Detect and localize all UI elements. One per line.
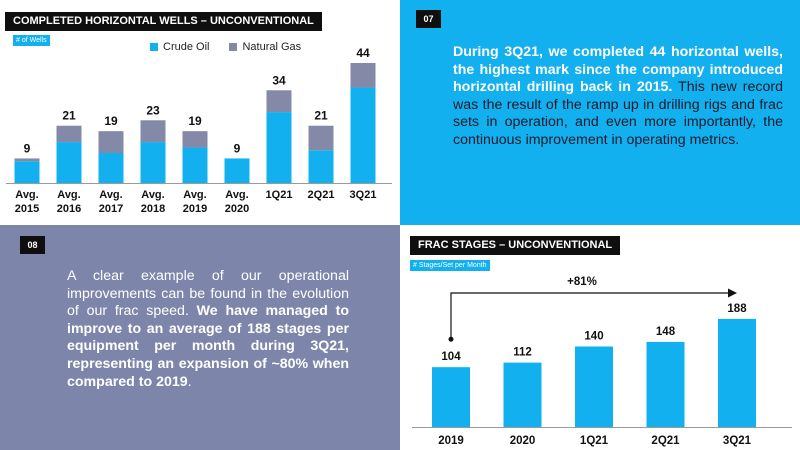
note-07-normal-text: This new record was the result of the ra… [453,79,783,148]
growth-arrow-line [450,292,729,340]
growth-label: +81% [567,276,597,288]
growth-arrow-head [728,288,737,298]
frac-bar [646,341,685,427]
wells-chart-title: COMPLETED HORIZONTAL WELLS – UNCONVENTIO… [5,12,322,31]
frac-chart: 104 2019 112 2020 140 1Q21 148 2Q21 188 3Q21 +81% [412,276,792,447]
legend-item-gas: Natural Gas [229,41,301,53]
note-08-bold-text: We have managed to improve to an average… [67,303,349,390]
wells-bar-gas [266,90,292,113]
wells-bar-gas [14,158,40,162]
frac-category-label: 1Q21 [580,435,609,447]
note-08-badge: 08 [20,236,45,254]
wells-legend: Crude Oil Natural Gas [150,41,321,53]
wells-bar-crude [182,147,208,183]
frac-category-label: 2Q21 [651,435,680,447]
legend-label-gas: Natural Gas [242,41,302,53]
note-08-text: A clear example of our operational impro… [67,268,349,391]
wells-total-label: 34 [272,73,286,87]
wells-bar-crude [308,150,334,183]
wells-bar-gas [350,63,376,88]
note-07-badge: 07 [416,10,441,28]
wells-bar-crude [224,158,250,183]
note-07-bold-text: During 3Q21, we completed 44 horizontal … [453,44,783,96]
wells-total-label: 19 [188,114,202,128]
wells-bar-gas [98,131,124,153]
wells-bar-gas [56,125,82,143]
wells-bar-gas [140,120,166,143]
legend-swatch-crude [150,43,158,51]
frac-category-label: 2020 [510,435,536,447]
note-07-panel: 07 During 3Q21, we completed 44 horizont… [400,0,800,225]
frac-value-label: 112 [513,347,532,359]
wells-total-label: 21 [62,109,76,123]
frac-category-label: 3Q21 [723,435,752,447]
legend-swatch-gas [229,43,238,51]
frac-bar [575,346,613,427]
legend-item-crude: Crude Oil [150,41,209,53]
wells-category-label: 1Q21 [266,189,293,201]
wells-bar-gas [182,131,208,148]
wells-bar-crude [266,112,292,183]
wells-total-label: 9 [234,141,241,155]
frac-value-label: 188 [727,303,747,315]
frac-value-label: 104 [441,351,461,363]
note-08-panel: 08 A clear example of our operational im… [0,225,400,450]
frac-value-label: 140 [584,331,603,343]
wells-bar-crude [14,161,40,183]
wells-bar-crude [350,87,376,183]
wells-chart: 9 Avg. 2015 21 Avg. 2016 19 Avg. 2017 23 Avg. 2018 1… [6,46,392,215]
frac-bar [432,367,470,427]
wells-category-label: Avg. 2015 [15,189,39,215]
wells-bar-crude [56,142,82,183]
frac-value-label: 148 [656,326,676,338]
wells-category-label: Avg. 2018 [141,189,165,215]
legend-label-crude: Crude Oil [163,41,210,53]
wells-total-label: 19 [104,114,118,128]
wells-bar-crude [98,153,124,183]
wells-total-label: 44 [356,46,370,60]
wells-category-label: Avg. 2017 [99,189,123,215]
frac-panel: FRAC STAGES – UNCONVENTIONAL # Stages/Se… [400,225,800,450]
wells-unit-label: # of Wells [13,35,50,46]
wells-total-label: 23 [146,103,160,117]
wells-category-label: Avg. 2020 [225,189,249,215]
note-07-text: During 3Q21, we completed 44 horizontal … [453,44,783,150]
frac-chart-title: FRAC STAGES – UNCONVENTIONAL [410,236,621,255]
frac-unit-label: # Stages/Set per Month [410,260,490,271]
wells-category-label: Avg. 2016 [57,189,81,215]
wells-total-label: 21 [314,109,328,123]
wells-total-label: 9 [24,141,31,155]
frac-bar [503,362,542,427]
growth-arrow-start-dot [448,336,454,342]
wells-bar-gas [308,125,334,151]
wells-category-label: 3Q21 [350,189,377,201]
frac-bar [718,318,756,427]
frac-category-label: 2019 [438,435,464,447]
wells-category-label: Avg. 2019 [183,189,207,215]
wells-panel: COMPLETED HORIZONTAL WELLS – UNCONVENTIO… [0,0,400,225]
wells-bar-crude [140,142,166,183]
wells-category-label: 2Q21 [308,189,335,201]
note-08-normal-text-2: . [187,373,192,390]
note-08-normal-text-1: A clear example of our operational impro… [67,268,349,320]
